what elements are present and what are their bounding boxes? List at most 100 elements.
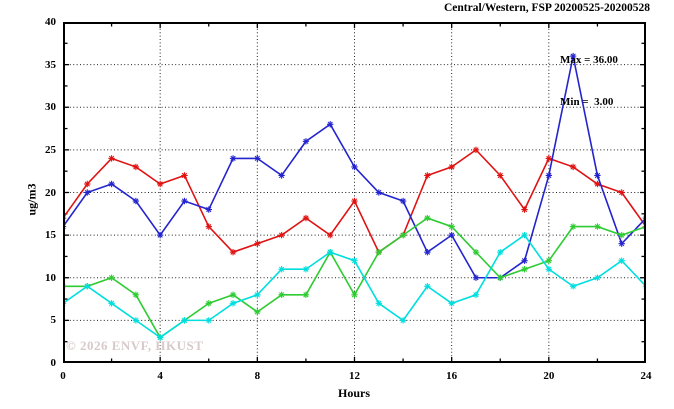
data-point-marker [84, 283, 91, 290]
x-tick-label: 8 [254, 370, 261, 382]
data-point-marker [399, 317, 407, 324]
data-point-marker [521, 257, 528, 264]
data-point-marker [351, 257, 358, 264]
data-point-marker [497, 274, 504, 281]
data-point-marker [205, 300, 212, 307]
data-point-marker [594, 180, 601, 188]
data-point-marker [108, 274, 115, 281]
data-point-marker [569, 283, 577, 290]
data-point-marker [448, 163, 455, 171]
y-tick-label: 40 [45, 16, 56, 28]
data-point-marker [84, 189, 91, 196]
data-point-marker [302, 291, 310, 298]
y-axis-label: ug/m3 [24, 183, 39, 216]
data-point-marker [327, 248, 334, 256]
data-point-marker [351, 291, 358, 298]
x-tick-label: 12 [349, 370, 360, 382]
data-point-marker [521, 206, 528, 213]
data-point-marker [399, 231, 407, 239]
data-point-marker [302, 214, 310, 222]
data-point-marker [521, 266, 528, 273]
data-point-marker [569, 52, 577, 60]
data-point-marker [132, 291, 140, 298]
chart-title: Central/Western, FSP 20200525-20200528 [443, 2, 650, 14]
data-point-marker [594, 223, 601, 230]
y-tick-label: 15 [45, 229, 56, 242]
y-tick-label: 0 [50, 357, 57, 369]
data-point-marker [229, 300, 237, 307]
series-red [63, 146, 646, 256]
data-point-marker [254, 240, 261, 247]
data-point-marker [181, 317, 188, 324]
data-point-marker [375, 248, 382, 256]
data-point-marker [132, 197, 140, 205]
y-tick-label: 10 [45, 271, 56, 284]
data-point-marker [472, 248, 480, 256]
data-point-marker [618, 240, 625, 247]
data-point-marker [254, 308, 261, 316]
data-point-marker [278, 231, 285, 239]
data-point-marker [132, 163, 140, 171]
data-point-marker [351, 163, 358, 171]
data-point-marker [302, 138, 310, 145]
data-point-marker [84, 180, 91, 188]
data-point-marker [448, 223, 455, 230]
plot-area [63, 22, 646, 363]
data-point-marker [254, 291, 261, 298]
data-point-marker [229, 291, 237, 298]
data-point-marker [594, 274, 601, 281]
data-point-marker [497, 172, 504, 179]
data-point-marker [618, 231, 625, 239]
data-point-marker [302, 266, 310, 273]
data-point-marker [327, 231, 334, 239]
data-point-marker [132, 317, 140, 324]
data-point-marker [424, 172, 431, 179]
data-point-marker [375, 189, 382, 196]
data-point-marker [545, 155, 553, 162]
data-point-marker [399, 197, 407, 205]
data-point-marker [254, 155, 261, 162]
data-point-marker [278, 266, 285, 273]
data-point-marker [108, 180, 115, 188]
data-point-marker [278, 172, 285, 179]
data-point-marker [545, 172, 553, 179]
data-point-marker [618, 257, 625, 264]
plot-border [63, 22, 646, 363]
data-point-marker [424, 248, 431, 256]
data-point-marker [108, 155, 115, 162]
data-point-marker [351, 197, 358, 205]
y-tick-label: 35 [45, 58, 56, 71]
min-value-label: Min = 3.00 [560, 96, 614, 108]
data-point-marker [594, 172, 601, 179]
max-min-annotation: Max = 36.00 Min = 3.00 [560, 25, 618, 137]
data-point-marker [497, 248, 504, 256]
y-tick-label: 20 [45, 186, 56, 199]
data-point-marker [472, 291, 480, 298]
data-point-marker [156, 231, 164, 239]
data-point-marker [229, 155, 237, 162]
data-point-marker [229, 248, 237, 256]
data-point-marker [545, 257, 553, 264]
x-axis-label: Hours [337, 386, 370, 400]
series-cyan [63, 231, 646, 341]
chart-svg [63, 22, 646, 363]
data-point-marker [569, 163, 577, 171]
x-tick-label: 24 [640, 370, 652, 382]
y-tick-label: 30 [45, 101, 56, 114]
x-tick-label: 4 [157, 370, 163, 382]
data-point-marker [205, 317, 212, 324]
data-point-marker [278, 291, 285, 298]
x-tick-label: 0 [60, 370, 66, 382]
data-point-marker [181, 172, 188, 179]
data-point-marker [205, 206, 212, 213]
data-point-marker [205, 223, 212, 230]
y-tick-label: 5 [50, 314, 57, 327]
x-tick-label: 20 [543, 370, 555, 382]
data-point-marker [569, 223, 577, 230]
x-tick-label: 16 [446, 370, 458, 382]
data-point-marker [108, 300, 115, 307]
data-point-marker [521, 231, 528, 239]
data-point-marker [472, 274, 480, 281]
data-point-marker [448, 300, 455, 307]
data-point-marker [424, 214, 431, 222]
